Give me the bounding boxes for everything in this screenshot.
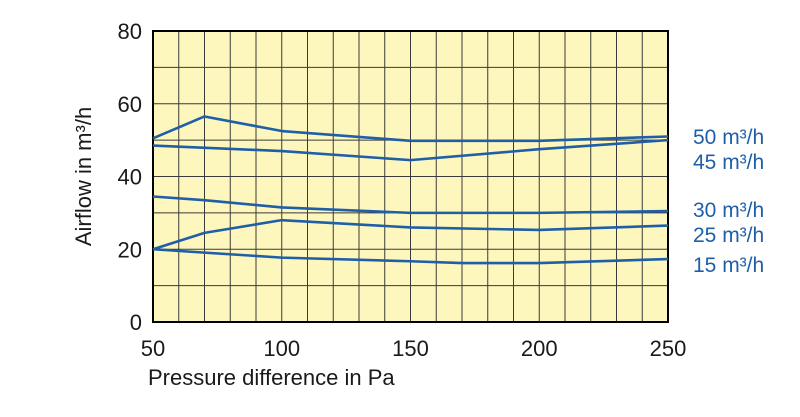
series-line [152, 247, 669, 265]
series-label: 15 m³/h [693, 254, 764, 277]
series-line [152, 115, 669, 143]
plot-frame [152, 30, 669, 323]
x-tick-labels: 50 100 150 200 250 [141, 336, 687, 361]
series-line [152, 218, 669, 251]
x-tick-label: 50 [141, 336, 165, 361]
y-tick-label: 0 [130, 310, 142, 335]
series-line [152, 138, 669, 162]
y-tick-label: 60 [118, 92, 142, 117]
series-lines [152, 115, 669, 265]
series-label: 45 m³/h [693, 151, 764, 174]
y-tick-label: 20 [118, 237, 142, 262]
x-tick-label: 200 [521, 336, 558, 361]
x-tick-label: 250 [650, 336, 687, 361]
x-tick-label: 150 [392, 336, 429, 361]
series-labels: 50 m³/h45 m³/h 30 m³/h25 m³/h 15 m³/h [693, 126, 764, 277]
y-tick-labels: 0 20 40 60 80 [118, 19, 142, 335]
series-line [152, 195, 669, 215]
series-label: 30 m³/h [693, 199, 764, 222]
grid [153, 31, 668, 322]
y-axis-title: Airflow in m³/h [71, 107, 96, 246]
series-label: 25 m³/h [693, 224, 764, 247]
x-axis-title: Pressure difference in Pa [148, 365, 395, 390]
x-tick-label: 100 [263, 336, 300, 361]
y-tick-label: 40 [118, 165, 142, 190]
series-label: 50 m³/h [693, 126, 764, 149]
y-tick-label: 80 [118, 19, 142, 44]
